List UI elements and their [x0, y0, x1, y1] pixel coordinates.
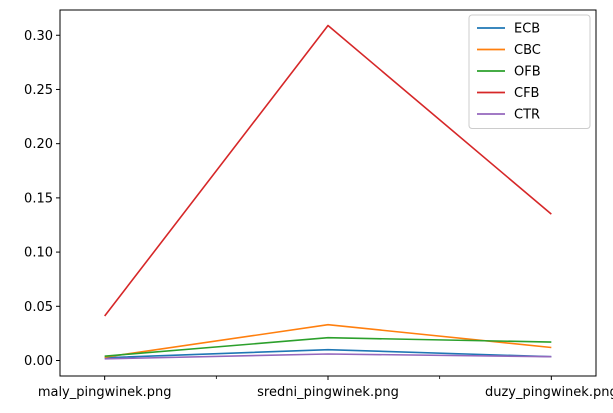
series-line-cfb: [104, 24, 552, 317]
y-tick-label: 0.10: [24, 246, 53, 261]
x-tick-label: maly_pingwinek.png: [38, 385, 172, 400]
series-line-ecb: [104, 348, 552, 359]
legend-label-cbc: CBC: [514, 43, 541, 58]
x-tick-label: duzy_pingwinek.png: [485, 385, 613, 400]
legend-label-ctr: CTR: [514, 108, 540, 123]
legend-label-ofb: OFB: [514, 65, 541, 80]
y-tick-label: 0.25: [24, 83, 53, 98]
series-lines: [104, 24, 552, 360]
x-tick-label: sredni_pingwinek.png: [257, 385, 399, 400]
x-axis: maly_pingwinek.png sredni_pingwinek.png du…: [38, 376, 613, 400]
y-axis: 0.00 0.05 0.10 0.15 0.20 0.25 0.30: [24, 29, 60, 369]
legend-label-ecb: ECB: [514, 22, 540, 37]
series-line-ctr: [104, 353, 552, 360]
y-tick-label: 0.30: [24, 29, 53, 44]
y-tick-label: 0.20: [24, 137, 53, 152]
legend-box: [468, 14, 591, 129]
y-tick-label: 0.05: [24, 300, 53, 315]
legend: ECB CBC OFB CFB CTR: [468, 14, 591, 129]
series-line-ofb: [104, 336, 552, 357]
y-tick-label: 0.00: [24, 354, 53, 369]
y-tick-label: 0.15: [24, 191, 53, 206]
legend-label-cfb: CFB: [514, 86, 539, 101]
